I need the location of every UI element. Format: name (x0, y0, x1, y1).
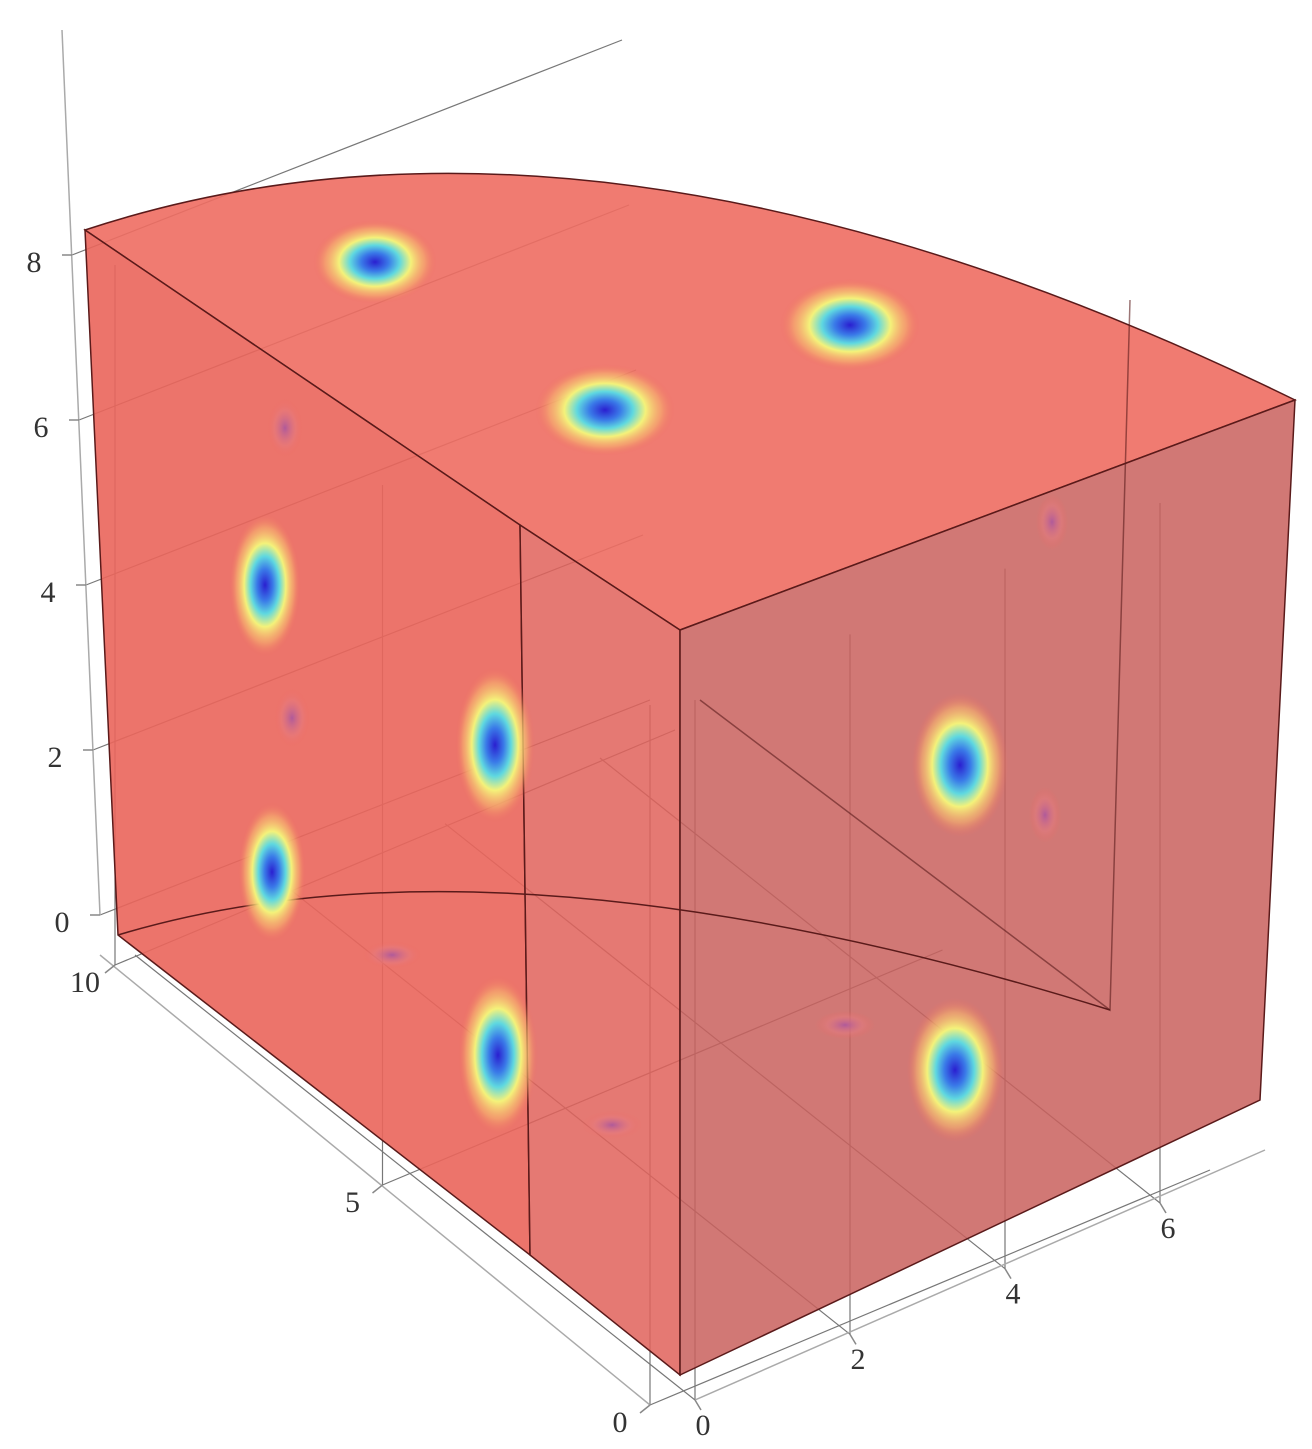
hot-spot (458, 975, 538, 1135)
tick-label: 5 (345, 1186, 360, 1219)
faint-spot (1029, 787, 1061, 843)
chart: 0246805100246 (0, 0, 1312, 1449)
hot-spot (535, 364, 675, 456)
tick-label: 10 (70, 966, 100, 999)
hot-spot (313, 220, 437, 304)
hot-spot (455, 667, 535, 823)
hot-spot (229, 513, 301, 657)
axis-line (62, 30, 100, 915)
hot-spot (912, 693, 1008, 837)
faint-spot (362, 941, 422, 969)
tick-mark (105, 965, 115, 973)
page: 0246805100246 (() => { const data = JSON… (0, 0, 1312, 1449)
tick-label: 6 (34, 411, 49, 444)
faint-spot (582, 1111, 642, 1139)
tick-label: 2 (48, 741, 63, 774)
domain-body (85, 173, 1295, 1375)
tick-label: 4 (41, 576, 56, 609)
tick-label: 2 (851, 1343, 866, 1376)
hot-spot (907, 998, 1003, 1142)
tick-label: 0 (55, 906, 70, 939)
tick-label: 6 (1161, 1212, 1176, 1245)
tick-label: 0 (613, 1406, 628, 1439)
tick-mark (373, 1185, 383, 1193)
faint-spot (267, 398, 303, 458)
inner-face (520, 525, 680, 1375)
faint-spot (274, 688, 310, 748)
tick-label: 4 (1006, 1278, 1021, 1311)
faint-spot (1036, 494, 1068, 550)
tick-label: 0 (696, 1409, 711, 1442)
tick-mark (640, 1405, 650, 1413)
hot-spot (780, 279, 920, 371)
tick-label: 8 (27, 246, 42, 279)
faint-spot (815, 1011, 875, 1039)
hot-spot (238, 802, 306, 942)
